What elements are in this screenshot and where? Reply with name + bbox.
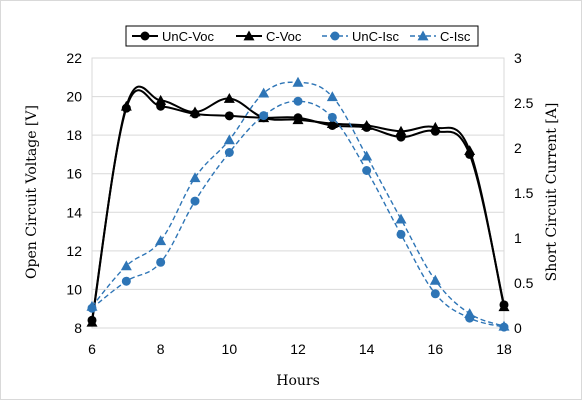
data-point-unc-isc [362, 166, 371, 175]
data-point-unc-isc [191, 197, 200, 206]
data-point-unc-isc [122, 277, 131, 286]
y-tick-label-left: 16 [66, 166, 82, 182]
legend: UnC-Voc C-Voc UnC-Isc C-Isc [126, 26, 478, 46]
y-tick-label-left: 8 [74, 320, 82, 336]
x-tick-label: 10 [222, 341, 238, 357]
legend-label: UnC-Voc [162, 29, 215, 44]
legend-label: C-Isc [440, 29, 471, 44]
data-point-unc-isc [225, 148, 234, 157]
x-tick-label: 18 [496, 341, 512, 357]
y-tick-label-left: 18 [66, 127, 82, 143]
x-tick-label: 14 [359, 341, 375, 357]
data-point-unc-isc [431, 289, 440, 298]
y-tick-label-right: 2 [514, 140, 522, 156]
y-tick-label-right: 0 [514, 320, 522, 336]
data-point-unc-isc [259, 111, 268, 120]
y-tick-label-right: 2.5 [514, 95, 534, 111]
legend-marker [331, 32, 340, 41]
data-point-unc-voc [225, 111, 234, 120]
x-tick-label: 6 [88, 341, 96, 357]
legend-label: UnC-Isc [352, 29, 399, 44]
y-tick-label-right: 0.5 [514, 275, 534, 291]
y-tick-label-left: 10 [66, 281, 82, 297]
y-tick-label-right: 1.5 [514, 185, 534, 201]
legend-label: C-Voc [266, 29, 302, 44]
y-tick-label-left: 22 [66, 50, 82, 66]
x-tick-label: 12 [290, 341, 306, 357]
y-axis-title-left: Open Circuit Voltage [V] [24, 105, 40, 279]
y-tick-label-left: 12 [66, 243, 82, 259]
x-tick-label: 8 [157, 341, 165, 357]
data-point-unc-isc [294, 97, 303, 106]
x-axis-title: Hours [276, 373, 320, 389]
y-tick-label-left: 14 [66, 204, 82, 220]
data-point-unc-isc [328, 113, 337, 122]
y-tick-label-right: 3 [514, 50, 522, 66]
y-axis-title-right: Short Circuit Current [A] [544, 103, 560, 282]
legend-marker [141, 32, 150, 41]
x-tick-label: 16 [428, 341, 444, 357]
data-point-unc-isc [397, 230, 406, 239]
data-point-unc-isc [156, 258, 165, 267]
y-tick-label-left: 20 [66, 89, 82, 105]
y-tick-label-right: 1 [514, 230, 522, 246]
